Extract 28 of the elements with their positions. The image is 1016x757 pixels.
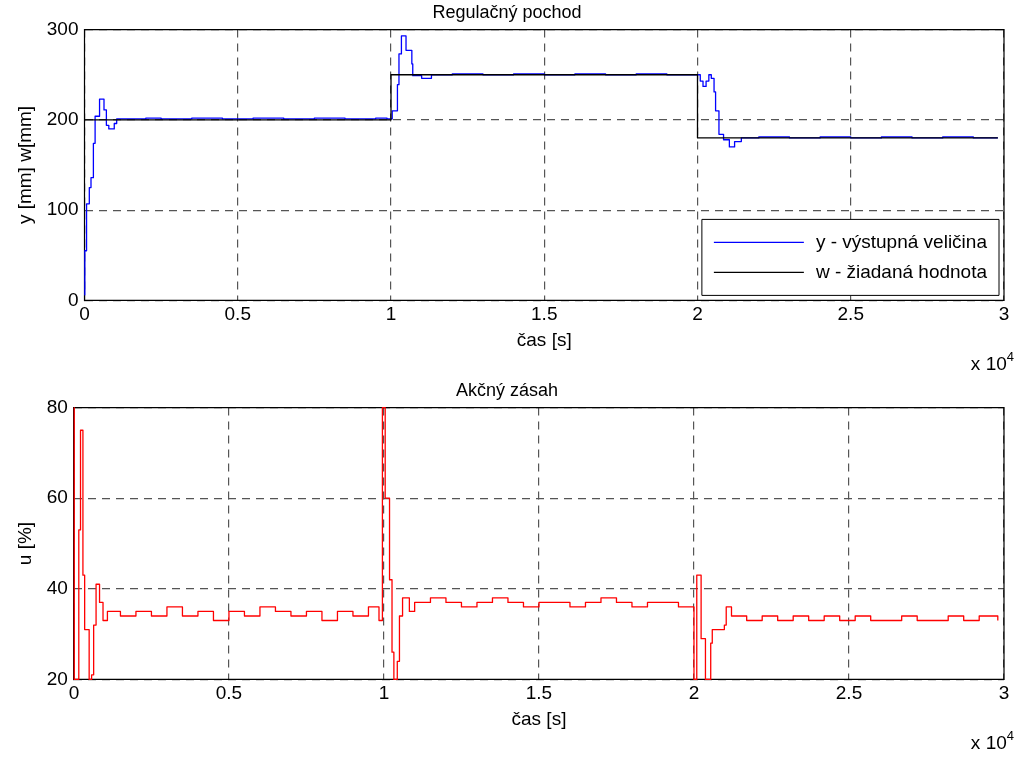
y-tick-label: 300 xyxy=(46,17,79,39)
chart-title: Akčný zásah xyxy=(455,379,559,400)
x-tick-label: 0.5 xyxy=(215,682,243,704)
x-tick-label: 1.5 xyxy=(525,682,553,704)
y-axis-title: u [%] xyxy=(13,521,35,566)
y-axis-title: y [mm] w[mm] xyxy=(13,105,35,225)
x-tick-label: 2.5 xyxy=(837,303,864,325)
legend-label: w - žiadaná hodnota xyxy=(814,260,988,282)
x-tick-label: 3 xyxy=(998,682,1010,704)
y-tick-label: 0 xyxy=(67,288,79,310)
x-tick-label: 3 xyxy=(998,303,1010,325)
y-tick-label: 80 xyxy=(46,395,68,417)
x-tick-label: 1.5 xyxy=(531,303,558,325)
y-tick-label: 100 xyxy=(46,198,79,220)
x-tick-label: 2 xyxy=(688,682,700,704)
x-tick-label: 2 xyxy=(692,303,703,325)
x-axis-title: čas [s] xyxy=(516,328,572,350)
y-tick-label: 200 xyxy=(46,108,79,130)
x-tick-label: 0.5 xyxy=(224,303,251,325)
legend-label: y - výstupná veličina xyxy=(815,230,988,252)
x-tick-label: 1 xyxy=(385,303,397,325)
x-tick-label: 2.5 xyxy=(835,682,863,704)
y-tick-label: 60 xyxy=(46,486,68,508)
x-axis-title: čas [s] xyxy=(511,707,567,729)
y-tick-label: 20 xyxy=(46,667,68,689)
y-tick-label: 40 xyxy=(46,577,68,599)
x-tick-label: 1 xyxy=(378,682,390,704)
chart-title: Regulačný pochod xyxy=(432,1,582,22)
